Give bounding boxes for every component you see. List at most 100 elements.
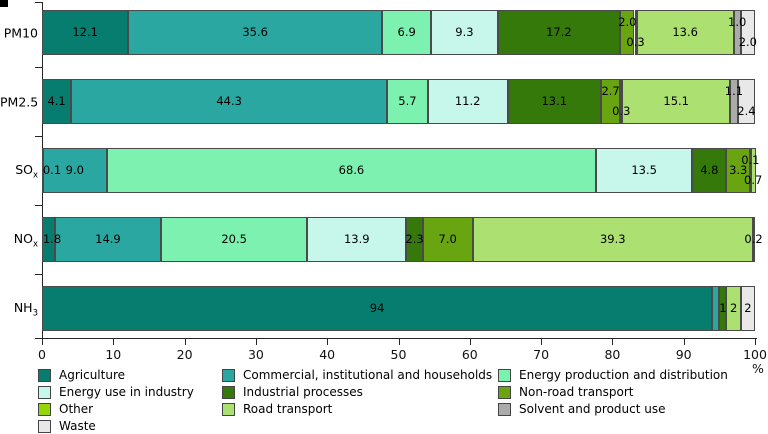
legend-item: Energy use in industry — [38, 386, 222, 399]
segment-value-label: 9.3 — [455, 25, 474, 39]
bar-segment — [387, 79, 428, 124]
legend-swatch — [38, 386, 51, 399]
category-label: NOx — [13, 230, 38, 249]
segment-value-label: 15.1 — [663, 94, 690, 108]
segment-value-label: 7.0 — [438, 232, 457, 246]
segment-value-label: 94 — [369, 301, 385, 315]
legend-label: Energy production and distribution — [519, 368, 728, 382]
bar-segment — [42, 217, 55, 262]
legend-swatch — [498, 386, 511, 399]
segment-value-label: 0.7 — [744, 173, 763, 187]
legend-item: Road transport — [222, 403, 498, 416]
segment-value-label: 2.3 — [405, 232, 424, 246]
bar-segment — [636, 10, 734, 55]
bar-segment — [712, 286, 720, 331]
segment-value-label: 13.5 — [631, 163, 657, 177]
segment-value-label: 20.5 — [221, 232, 247, 246]
legend-label: Industrial processes — [243, 385, 363, 399]
legend-label: Other — [59, 402, 94, 416]
legend-label: Energy use in industry — [59, 385, 194, 399]
x-tick — [327, 338, 329, 345]
segment-value-label: 13.6 — [672, 25, 698, 39]
bar-segment — [737, 79, 755, 124]
bar-segment — [600, 79, 621, 124]
legend-swatch — [498, 369, 511, 382]
x-tick — [469, 338, 471, 345]
segment-value-label: 2 — [744, 301, 752, 315]
x-tick — [42, 338, 43, 345]
x-tick-label: 40 — [319, 347, 336, 362]
bar-segment — [620, 10, 635, 55]
x-tick-label: 80 — [604, 347, 621, 362]
bar-segment — [730, 79, 738, 124]
segment-value-label: 0.1 — [741, 153, 760, 167]
segment-value-label: 17.2 — [546, 25, 572, 39]
x-tick-label: 100 — [743, 347, 767, 362]
x-axis — [42, 338, 757, 339]
segment-value-label: 5.7 — [398, 94, 417, 108]
bar-segment — [634, 10, 637, 55]
category-label: PM10 — [3, 25, 38, 40]
x-tick — [398, 338, 400, 345]
bar-segment — [42, 148, 107, 193]
segment-value-label: 2.0 — [618, 15, 637, 29]
bar-segment — [431, 10, 498, 55]
segment-value-label: 0.1 — [42, 163, 62, 177]
x-tick — [255, 338, 257, 345]
segment-value-label: 1.0 — [728, 15, 747, 29]
legend-swatch — [498, 403, 511, 416]
bar-segment — [733, 10, 741, 55]
segment-value-label: 2 — [729, 301, 738, 315]
segment-value-label: 0.3 — [626, 35, 645, 49]
legend-label: Agriculture — [59, 368, 125, 382]
segment-value-label: 1 — [719, 301, 727, 315]
x-tick — [541, 338, 543, 345]
bar-segment — [596, 148, 693, 193]
bar-segment — [740, 286, 755, 331]
legend-item: Energy production and distribution — [498, 369, 764, 382]
bar-segment — [382, 10, 432, 55]
legend-swatch — [222, 369, 235, 382]
legend-item: Agriculture — [38, 369, 222, 382]
y-tick — [35, 136, 42, 137]
bar-segment — [726, 148, 750, 193]
x-tick — [184, 338, 186, 345]
bar-segment — [406, 217, 423, 262]
bar-segment — [42, 79, 72, 124]
legend-item: Industrial processes — [222, 386, 498, 399]
bar-segment — [71, 79, 388, 124]
segment-value-label: 13.9 — [343, 232, 370, 246]
bar-segment — [622, 79, 731, 124]
x-tick-label: 70 — [533, 347, 550, 362]
x-tick-label: 60 — [461, 347, 478, 362]
bar-segment — [42, 10, 129, 55]
bar-segment — [427, 79, 508, 124]
x-tick — [683, 338, 685, 345]
x-tick-label: 0 — [38, 347, 46, 362]
y-tick — [35, 274, 42, 275]
x-tick-label: 50 — [390, 347, 407, 362]
segment-value-label: 9.0 — [65, 163, 84, 177]
segment-value-label: 4.1 — [47, 94, 66, 108]
x-tick-label: 90 — [675, 347, 692, 362]
segment-value-label: 6.9 — [397, 25, 416, 39]
axis-unit-label: % — [752, 361, 764, 376]
legend-label: Solvent and product use — [519, 402, 666, 416]
segment-value-label: 35.6 — [242, 25, 268, 39]
x-tick — [612, 338, 614, 345]
legend-label: Waste — [59, 419, 96, 433]
bar-segment — [620, 79, 623, 124]
legend-item: Non-road transport — [498, 386, 764, 399]
bar-segment — [161, 217, 308, 262]
segment-value-label: 0.3 — [612, 104, 631, 118]
legend-item: Other — [38, 403, 222, 416]
bar-segment — [128, 10, 383, 55]
category-label: PM2.5 — [0, 94, 39, 109]
segment-value-label: 12.1 — [72, 25, 98, 39]
bar-segment — [726, 286, 741, 331]
segment-value-label: 0.2 — [744, 232, 763, 246]
legend-label: Commercial, institutional and households — [243, 368, 493, 382]
segment-value-label: 2.7 — [601, 84, 620, 98]
bar-segment — [472, 217, 753, 262]
